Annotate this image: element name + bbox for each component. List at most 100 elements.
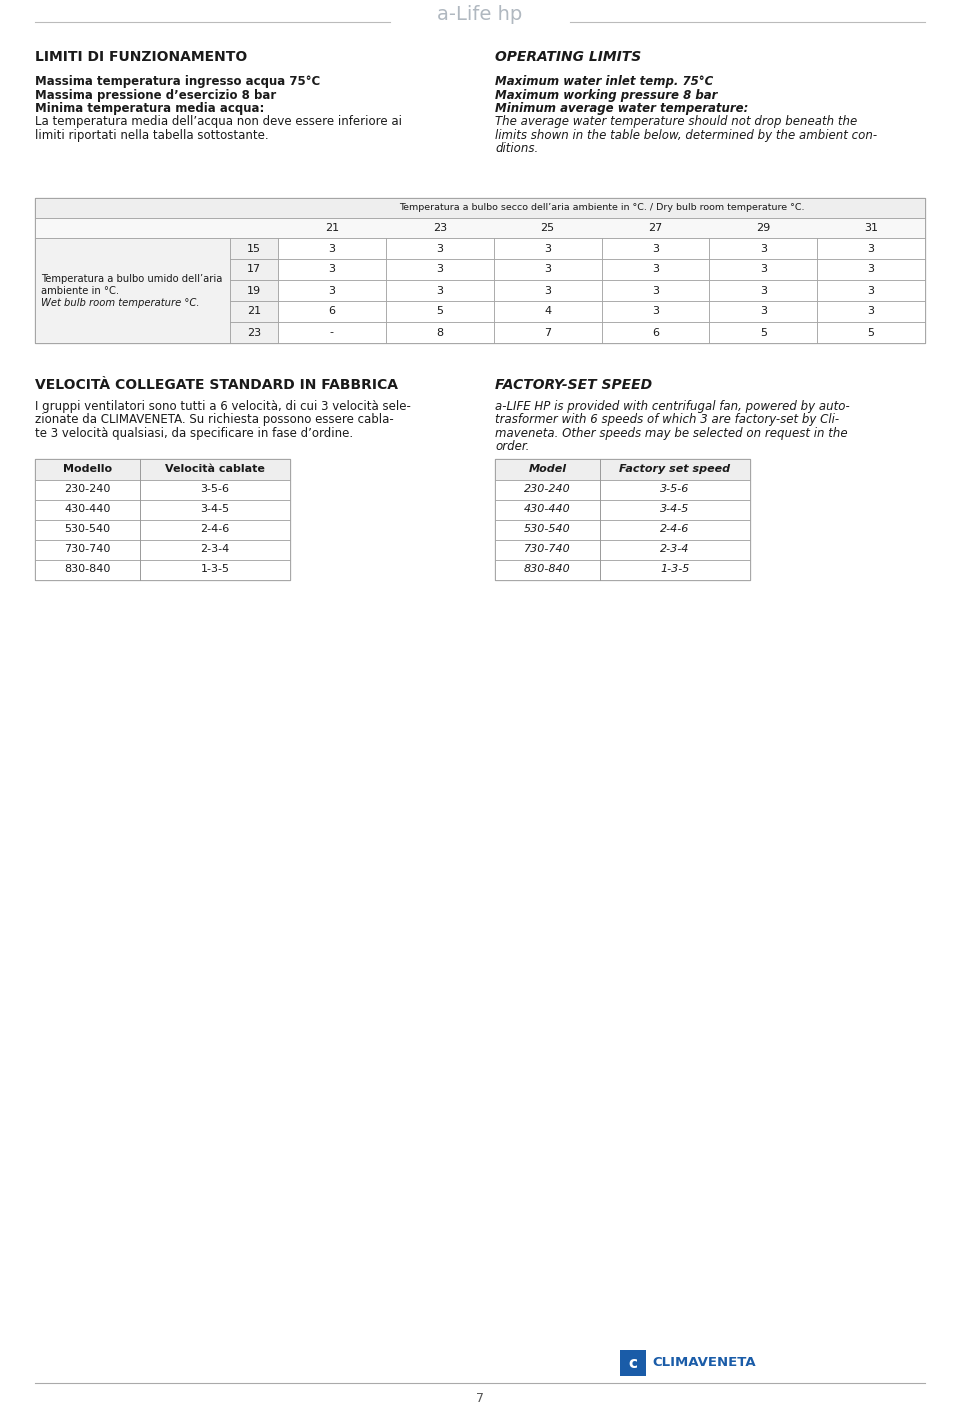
Bar [817, 280, 925, 301]
Bar [35, 198, 925, 342]
Text: Maximum water inlet temp. 75°C: Maximum water inlet temp. 75°C [495, 76, 713, 88]
Text: Temperatura a bulbo secco dell’aria ambiente in °C. / Dry bulb room temperature : Temperatura a bulbo secco dell’aria ambi… [398, 204, 804, 213]
Bar [620, 1350, 646, 1376]
Text: 3-5-6: 3-5-6 [660, 485, 689, 495]
Text: c: c [629, 1356, 637, 1370]
Text: Maximum working pressure 8 bar: Maximum working pressure 8 bar [495, 88, 717, 101]
Text: 430-440: 430-440 [64, 505, 110, 515]
Bar [495, 519, 750, 539]
Text: 230-240: 230-240 [64, 485, 110, 495]
Text: 3: 3 [328, 285, 335, 295]
Text: Minima temperatura media acqua:: Minima temperatura media acqua: [35, 101, 264, 116]
Text: Factory set speed: Factory set speed [619, 464, 731, 474]
Text: CLIMAVENETA: CLIMAVENETA [652, 1357, 756, 1370]
Bar [35, 519, 290, 539]
Text: 29: 29 [756, 223, 770, 233]
Text: Model: Model [528, 464, 566, 474]
Text: Wet bulb room temperature °C.: Wet bulb room temperature °C. [41, 297, 200, 307]
Text: a-LIFE HP is provided with centrifugal fan, powered by auto-: a-LIFE HP is provided with centrifugal f… [495, 400, 850, 412]
Bar [493, 258, 602, 280]
Text: 31: 31 [864, 223, 878, 233]
Bar [386, 258, 493, 280]
Text: 3: 3 [544, 285, 551, 295]
Text: 4: 4 [544, 307, 551, 317]
Text: 830-840: 830-840 [64, 565, 110, 575]
Text: 1-3-5: 1-3-5 [201, 565, 229, 575]
Text: 3: 3 [652, 307, 659, 317]
Bar [35, 218, 925, 238]
Text: 3-4-5: 3-4-5 [201, 505, 229, 515]
Bar [278, 323, 386, 342]
Text: 3-5-6: 3-5-6 [201, 485, 229, 495]
Bar [602, 258, 709, 280]
Text: limits shown in the table below, determined by the ambient con-: limits shown in the table below, determi… [495, 128, 877, 143]
Text: 7: 7 [544, 328, 551, 338]
Text: -: - [330, 328, 334, 338]
Text: maveneta. Other speeds may be selected on request in the: maveneta. Other speeds may be selected o… [495, 427, 848, 440]
Text: 23: 23 [247, 328, 261, 338]
Text: I gruppi ventilatori sono tutti a 6 velocità, di cui 3 velocità sele-: I gruppi ventilatori sono tutti a 6 velo… [35, 400, 411, 412]
Text: ditions.: ditions. [495, 143, 539, 156]
Text: 830-840: 830-840 [524, 565, 571, 575]
Text: 3: 3 [544, 264, 551, 274]
Text: 19: 19 [247, 285, 261, 295]
Text: FACTORY-SET SPEED: FACTORY-SET SPEED [495, 378, 652, 392]
Text: 3: 3 [868, 285, 875, 295]
Text: Modello: Modello [63, 464, 112, 474]
Bar [278, 301, 386, 323]
Bar [817, 301, 925, 323]
Bar [709, 323, 817, 342]
Text: 27: 27 [648, 223, 662, 233]
Bar [602, 301, 709, 323]
Text: 3: 3 [652, 285, 659, 295]
Text: 21: 21 [247, 307, 261, 317]
Text: 3: 3 [759, 244, 767, 254]
Bar [709, 280, 817, 301]
Text: limiti riportati nella tabella sottostante.: limiti riportati nella tabella sottostan… [35, 128, 269, 143]
Bar [35, 539, 290, 559]
Bar [709, 258, 817, 280]
Text: 3: 3 [759, 285, 767, 295]
Bar [230, 301, 278, 323]
Bar [230, 323, 278, 342]
Bar [230, 280, 278, 301]
Bar [493, 323, 602, 342]
Text: te 3 velocità qualsiasi, da specificare in fase d’ordine.: te 3 velocità qualsiasi, da specificare … [35, 427, 353, 440]
Bar [35, 458, 290, 479]
Text: 3: 3 [328, 244, 335, 254]
Text: 530-540: 530-540 [524, 525, 571, 535]
Text: 23: 23 [433, 223, 446, 233]
Bar [817, 258, 925, 280]
Text: 2-3-4: 2-3-4 [201, 545, 229, 555]
Text: 3: 3 [652, 264, 659, 274]
Text: 3: 3 [868, 264, 875, 274]
Text: La temperatura media dell’acqua non deve essere inferiore ai: La temperatura media dell’acqua non deve… [35, 116, 402, 128]
Bar [278, 280, 386, 301]
Text: 6: 6 [652, 328, 659, 338]
Bar [495, 559, 750, 579]
Text: 3-4-5: 3-4-5 [660, 505, 689, 515]
Bar [35, 499, 290, 519]
Bar [386, 238, 493, 258]
Text: zionate da CLIMAVENETA. Su richiesta possono essere cabla-: zionate da CLIMAVENETA. Su richiesta pos… [35, 414, 394, 427]
Bar [493, 301, 602, 323]
Text: a-Life hp: a-Life hp [438, 6, 522, 24]
Text: 7: 7 [476, 1391, 484, 1404]
Bar [493, 280, 602, 301]
Text: 3: 3 [652, 244, 659, 254]
Bar [35, 458, 290, 579]
Text: 3: 3 [759, 307, 767, 317]
Text: 2-4-6: 2-4-6 [660, 525, 689, 535]
Bar [602, 323, 709, 342]
Text: 730-740: 730-740 [524, 545, 571, 555]
Text: 8: 8 [436, 328, 444, 338]
Bar [493, 238, 602, 258]
Bar [278, 238, 386, 258]
Text: ambiente in °C.: ambiente in °C. [41, 285, 119, 295]
Bar [278, 258, 386, 280]
Text: 2-3-4: 2-3-4 [660, 545, 689, 555]
Bar [602, 238, 709, 258]
Bar [709, 238, 817, 258]
Text: LIMITI DI FUNZIONAMENTO: LIMITI DI FUNZIONAMENTO [35, 50, 248, 64]
Bar [817, 238, 925, 258]
